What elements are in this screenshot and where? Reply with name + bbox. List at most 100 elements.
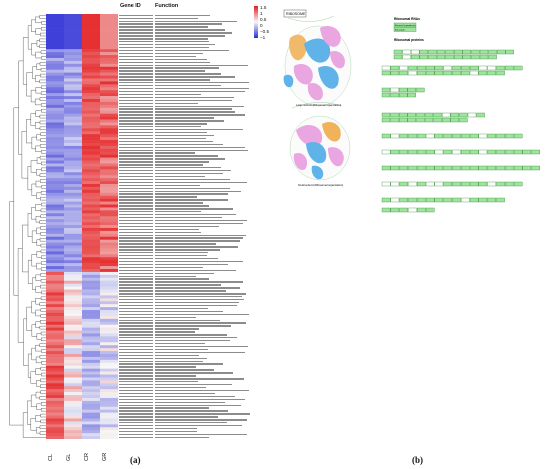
heatmap-cell — [100, 104, 118, 109]
heatmap-cell — [100, 406, 118, 410]
function-row — [155, 167, 221, 169]
ribosomal-protein-box — [461, 65, 470, 71]
function-row — [155, 90, 245, 93]
ribosomal-protein-box — [407, 92, 416, 98]
function-row — [155, 313, 249, 316]
function-row — [155, 354, 199, 357]
gene-id-row — [119, 433, 153, 436]
heatmap-cell — [82, 321, 100, 325]
ribosomal-protein-box — [443, 165, 452, 171]
heatmap-cell — [64, 157, 82, 161]
gene-id-row — [119, 64, 153, 66]
function-row — [155, 401, 225, 403]
column-label-gr: GR — [102, 452, 108, 461]
heatmap-cell — [82, 266, 100, 270]
ribosomal-protein-box — [459, 117, 468, 123]
heatmap-cell — [46, 172, 64, 176]
heatmap-cell — [46, 157, 64, 161]
function-row — [155, 310, 223, 313]
function-row — [155, 363, 223, 365]
gene-id-row — [119, 284, 153, 286]
gene-id-row — [119, 76, 153, 78]
ribosomal-protein-box — [411, 49, 420, 55]
heatmap-cell — [64, 433, 82, 437]
function-row — [155, 170, 231, 172]
heatmap-cell — [46, 327, 64, 331]
gene-id-row — [119, 287, 153, 289]
heatmap-cell — [82, 78, 100, 82]
heatmap-cell — [100, 324, 118, 328]
heatmap-cell — [64, 63, 82, 68]
heatmap-cell — [46, 248, 64, 252]
function-row — [155, 369, 214, 371]
ribosomal-protein-box — [452, 197, 461, 203]
ribosomal-protein-box — [434, 133, 444, 139]
heatmap-cell — [100, 72, 118, 76]
gene-id-row — [119, 334, 153, 336]
function-row — [155, 427, 197, 430]
function-row — [155, 99, 232, 102]
ribosomal-protein-box — [469, 70, 479, 76]
heatmap-cell — [82, 397, 100, 402]
heatmap-cell — [64, 178, 82, 182]
map-tag: RIBOSOME — [286, 12, 306, 16]
heatmap-cell — [64, 310, 82, 314]
function-row — [155, 345, 248, 348]
gene-id-row — [119, 401, 153, 403]
function-row — [155, 52, 203, 55]
heatmap-cell — [100, 400, 118, 405]
heatmap-cell — [64, 427, 82, 431]
column-label-gl: GL — [66, 453, 72, 461]
function-row — [155, 340, 230, 342]
heatmap-cell — [82, 254, 100, 258]
heatmap-cell — [100, 418, 118, 422]
heatmap-cell — [100, 189, 118, 194]
gene-id-row — [119, 328, 153, 330]
gene-id-row — [119, 128, 153, 131]
ribosomal-protein-box — [390, 207, 400, 213]
heatmap-cell — [46, 166, 64, 170]
column-label-cr: CR — [84, 453, 90, 461]
heatmap-cell — [100, 397, 118, 402]
heatmap-cell — [100, 356, 118, 361]
heatmap-cell — [100, 78, 118, 82]
heatmap-cell — [64, 230, 82, 235]
gene-id-row — [119, 296, 153, 298]
heatmap-cell — [46, 31, 64, 35]
heatmap-cell — [46, 254, 64, 258]
gene-id-row — [119, 134, 153, 137]
gene-id-row — [119, 126, 153, 128]
heatmap-cell — [82, 157, 100, 161]
heatmap-cell — [46, 345, 64, 349]
function-row — [155, 337, 237, 339]
heatmap-cell — [100, 424, 118, 428]
heatmap-cell — [100, 283, 118, 287]
heatmap-cell — [46, 195, 64, 199]
ribosomal-protein-box — [424, 112, 434, 118]
heatmap-cell — [82, 104, 100, 109]
heatmap-cell — [64, 122, 82, 126]
function-row — [155, 67, 219, 69]
heatmap-cell — [100, 389, 118, 393]
heatmap-cell — [100, 101, 118, 106]
function-row — [155, 395, 235, 398]
heatmap-cell — [64, 436, 82, 439]
heatmap-cell — [82, 312, 100, 317]
heatmap-cell — [82, 351, 100, 355]
ribosomal-protein-box — [390, 181, 400, 187]
heatmap-cell — [100, 55, 118, 59]
heatmap-cell — [100, 345, 118, 349]
heatmap-cell — [82, 25, 100, 29]
heatmap-cell — [46, 395, 64, 399]
ribosomal-protein-box — [433, 112, 442, 118]
ribosomal-protein-box — [505, 165, 514, 171]
heatmap-cell — [46, 418, 64, 422]
heatmap-cell — [100, 295, 118, 299]
ribosomal-protein-box — [531, 149, 540, 155]
heatmap-cell — [46, 230, 64, 235]
heatmap-cell — [46, 227, 64, 232]
heatmap-cell — [46, 406, 64, 410]
heatmap-cell — [64, 362, 82, 367]
gene-id-row — [119, 155, 153, 157]
ribosomal-protein-box — [399, 87, 408, 93]
